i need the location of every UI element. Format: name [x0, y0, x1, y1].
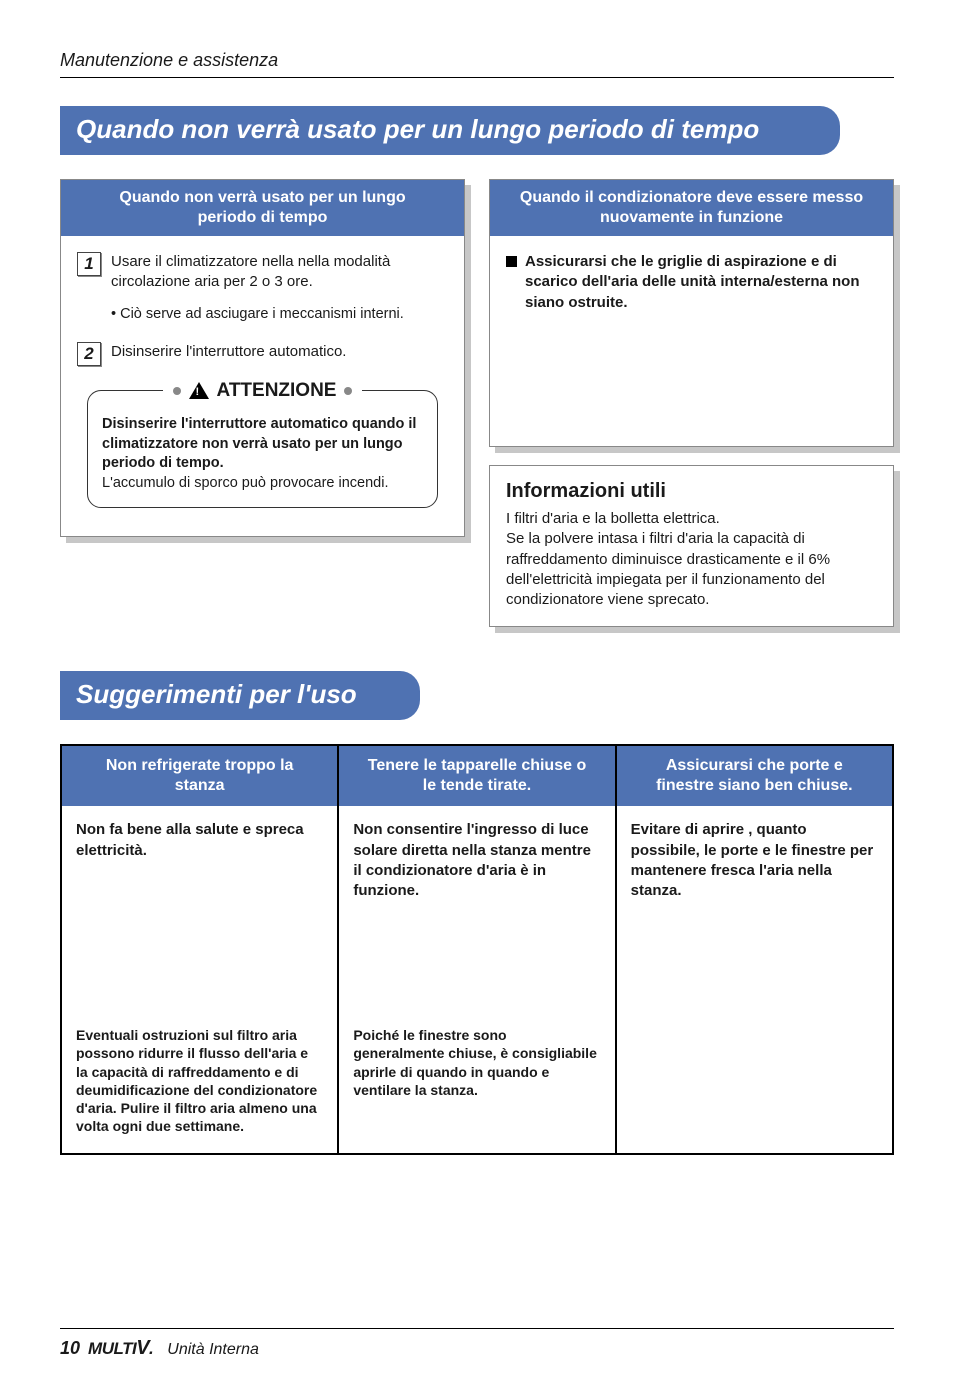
tips-col-3-body2: [617, 1016, 892, 1044]
tips-col-2-spacer: [339, 956, 614, 1016]
right-panel-body: Assicurarsi che le griglie di aspirazion…: [490, 236, 893, 446]
dot-icon: [173, 387, 181, 395]
warning-triangle-icon: [189, 382, 209, 399]
tips-col-2-body2: Poiché le finestre sono generalmente chi…: [339, 1016, 614, 1117]
info-panel: Informazioni utili I filtri d'aria e la …: [489, 465, 894, 627]
tips-col-3-spacer: [617, 956, 892, 1016]
left-panel-wrap: Quando non verrà usato per un lungo peri…: [60, 179, 465, 537]
step-2: 2 Disinserire l'interruttore automatico.: [77, 342, 448, 366]
warning-text: L'accumulo di sporco può provocare incen…: [102, 474, 423, 494]
tips-col-2-header: Tenere le tapparelle chiuse o le tende t…: [339, 746, 614, 806]
warning-label: ATTENZIONE: [163, 378, 363, 404]
step-1-number-icon: 1: [77, 252, 101, 276]
tips-col-1: Non refrigerate troppo la stanza Non fa …: [62, 746, 339, 1153]
tips-col-3: Assicurarsi che porte e finestre siano b…: [617, 746, 892, 1153]
breadcrumb: Manutenzione e assistenza: [60, 50, 278, 70]
step-2-text: Disinserire l'interruttore automatico.: [111, 342, 448, 366]
left-panel-header: Quando non verrà usato per un lungo peri…: [61, 180, 464, 236]
brand-dot: .: [149, 1339, 153, 1358]
section1-right: Quando il condizionatore deve essere mes…: [489, 179, 894, 627]
dot-icon: [344, 387, 352, 395]
tips-col-3-header: Assicurarsi che porte e finestre siano b…: [617, 746, 892, 806]
tips-col-3-body1: Evitare di aprire , quanto possibile, le…: [617, 806, 892, 956]
section1-columns: Quando non verrà usato per un lungo peri…: [60, 179, 894, 627]
warning-bold-text: Disinserire l'interruttore automatico qu…: [102, 415, 423, 474]
info-box: Informazioni utili I filtri d'aria e la …: [489, 465, 894, 627]
info-title: Informazioni utili: [506, 480, 877, 503]
unit-label: Unità Interna: [167, 1341, 259, 1359]
right-panel-wrap: Quando il condizionatore deve essere mes…: [489, 179, 894, 447]
step-2-number-icon: 2: [77, 342, 101, 366]
tips-col-1-header: Non refrigerate troppo la stanza: [62, 746, 337, 806]
page-footer: 10 MULTIV. Unità Interna: [60, 1328, 894, 1360]
right-panel: Quando il condizionatore deve essere mes…: [489, 179, 894, 447]
right-panel-header: Quando il condizionatore deve essere mes…: [490, 180, 893, 236]
brand-v: V: [136, 1337, 149, 1359]
section2-title: Suggerimenti per l'uso: [60, 671, 420, 720]
page-header: Manutenzione e assistenza: [60, 50, 894, 78]
warning-label-text: ATTENZIONE: [217, 378, 337, 404]
left-panel-body: 1 Usare il climatizzatore nella nella mo…: [61, 236, 464, 536]
bullet-square-icon: [506, 256, 517, 267]
section1-title: Quando non verrà usato per un lungo peri…: [60, 106, 840, 155]
tips-col-2: Tenere le tapparelle chiuse o le tende t…: [339, 746, 616, 1153]
checklist-item-1: Assicurarsi che le griglie di aspirazion…: [506, 252, 877, 313]
tips-col-1-body1: Non fa bene alla salute e spreca elettri…: [62, 806, 337, 956]
step-1-text: Usare il climatizzatore nella nella moda…: [111, 252, 448, 293]
info-text: I filtri d'aria e la bolletta elettrica.…: [506, 509, 877, 610]
step-1: 1 Usare il climatizzatore nella nella mo…: [77, 252, 448, 293]
tips-col-2-body1: Non consentire l'ingresso di luce solare…: [339, 806, 614, 956]
checklist-item-1-text: Assicurarsi che le griglie di aspirazion…: [525, 252, 877, 313]
brand-text: MULTI: [88, 1339, 136, 1358]
brand-logo: MULTIV.: [88, 1337, 153, 1360]
page-number: 10: [60, 1338, 80, 1359]
tips-table: Non refrigerate troppo la stanza Non fa …: [60, 744, 894, 1155]
tips-col-1-body2: Eventuali ostruzioni sul filtro aria pos…: [62, 1016, 337, 1153]
tips-col-1-spacer: [62, 956, 337, 1016]
warning-box: ATTENZIONE Disinserire l'interruttore au…: [87, 390, 438, 508]
step-1-subtext: • Ciò serve ad asciugare i meccanismi in…: [111, 305, 448, 325]
section1-left: Quando non verrà usato per un lungo peri…: [60, 179, 465, 627]
left-panel: Quando non verrà usato per un lungo peri…: [60, 179, 465, 537]
warning-body: Disinserire l'interruttore automatico qu…: [102, 415, 423, 493]
